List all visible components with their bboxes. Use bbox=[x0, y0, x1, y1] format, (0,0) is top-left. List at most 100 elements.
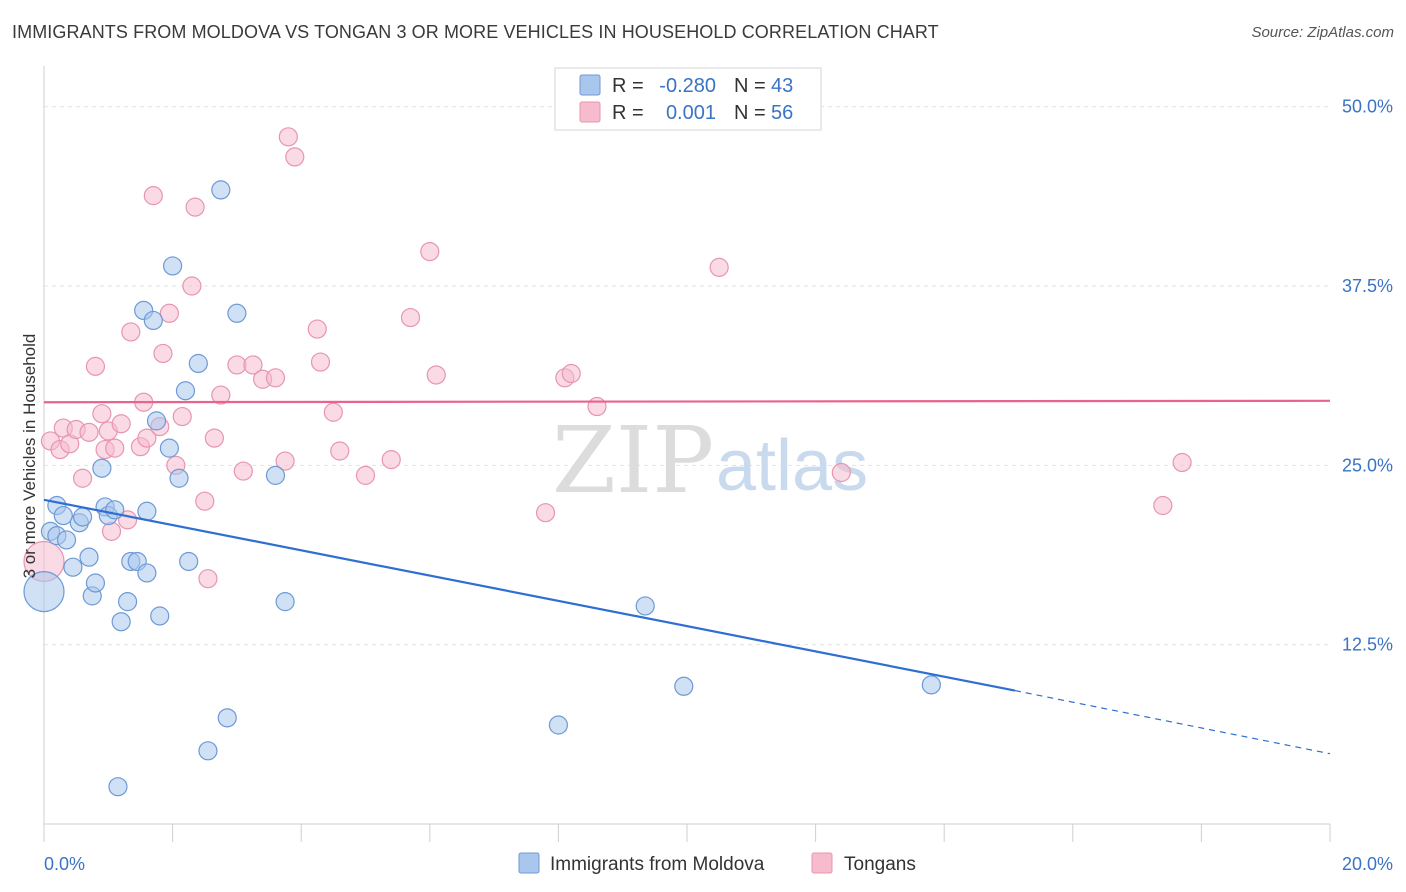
moldova-point bbox=[674, 676, 694, 696]
moldova-point bbox=[108, 777, 128, 797]
moldova-point bbox=[143, 310, 163, 331]
legend-label-moldova: Immigrants from Moldova bbox=[550, 854, 765, 875]
moldova-trend-line bbox=[43, 498, 1016, 692]
moldova-point bbox=[150, 606, 170, 626]
watermark-zip: ZIP bbox=[552, 407, 714, 514]
moldova-point bbox=[56, 530, 77, 550]
tongans-point bbox=[587, 396, 607, 417]
moldova-point bbox=[137, 501, 157, 521]
tongans-point bbox=[400, 307, 421, 328]
chart-title: IMMIGRANTS FROM MOLDOVA VS TONGAN 3 OR M… bbox=[12, 22, 939, 42]
legend-swatch-moldova bbox=[518, 852, 540, 874]
moldova-point bbox=[198, 741, 218, 761]
tongans-point bbox=[101, 521, 122, 541]
moldova-point bbox=[105, 500, 125, 520]
tongans-point bbox=[275, 451, 295, 471]
moldova-point bbox=[79, 547, 99, 567]
tongans-point bbox=[143, 186, 163, 206]
y-tick-label: 12.5% bbox=[1342, 635, 1393, 655]
moldova-point bbox=[85, 573, 106, 593]
stats-n-label: N = bbox=[734, 102, 766, 124]
legend-swatch-tongans bbox=[811, 852, 833, 874]
tongans-point bbox=[265, 368, 286, 388]
stats-box: R = -0.280 N = 43 R = 0.001 N = 56 bbox=[554, 67, 822, 131]
trend-lines bbox=[43, 399, 1331, 755]
tongans-point bbox=[185, 197, 205, 217]
chart-source: Source: ZipAtlas.com bbox=[1251, 24, 1394, 41]
tongans-point bbox=[195, 491, 215, 511]
stats-r-value: -0.280 bbox=[659, 75, 716, 97]
grid-layer bbox=[44, 106, 1330, 646]
moldova-point bbox=[163, 256, 183, 276]
moldova-point bbox=[159, 438, 179, 458]
moldova-point bbox=[137, 563, 157, 583]
tongans-point bbox=[211, 385, 231, 405]
stats-n-value: 56 bbox=[771, 102, 793, 124]
moldova-point bbox=[53, 505, 73, 526]
tick-labels: 12.5% 25.0% 37.5% 50.0% 0.0% 20.0% bbox=[44, 97, 1393, 874]
stats-r-value: 0.001 bbox=[666, 102, 716, 124]
moldova-point bbox=[265, 465, 286, 485]
moldova-point bbox=[217, 708, 237, 728]
moldova-point bbox=[23, 570, 65, 613]
tongans-point bbox=[72, 468, 93, 488]
moldova-point bbox=[63, 557, 83, 577]
moldova-point bbox=[175, 381, 196, 401]
legend: Immigrants from Moldova Tongans bbox=[518, 852, 916, 875]
tongans-point bbox=[285, 147, 305, 167]
tongans-point bbox=[323, 402, 343, 422]
moldova-point bbox=[211, 180, 231, 200]
tongans-point bbox=[198, 569, 218, 589]
y-tick-label: 50.0% bbox=[1342, 97, 1393, 117]
axis-layer bbox=[43, 66, 1331, 842]
moldova-point bbox=[72, 507, 93, 527]
x-tick-label: 20.0% bbox=[1342, 854, 1393, 874]
tongans-point bbox=[204, 428, 224, 448]
stats-n-value: 43 bbox=[771, 75, 793, 97]
tongans-point bbox=[92, 404, 112, 424]
tongans-point bbox=[561, 363, 581, 384]
x-tick-label: 0.0% bbox=[44, 854, 85, 874]
moldova-point bbox=[169, 468, 189, 488]
tongans-point bbox=[307, 319, 327, 339]
legend-label-tongans: Tongans bbox=[844, 854, 916, 875]
tongans-point bbox=[182, 276, 202, 296]
tongans-point bbox=[233, 461, 253, 481]
stats-r-label: R = bbox=[612, 75, 644, 97]
stats-swatch-moldova bbox=[579, 74, 601, 96]
moldova-point bbox=[635, 596, 655, 616]
tongans-trend-line bbox=[43, 399, 1331, 404]
tongans-point bbox=[1153, 495, 1173, 516]
tongans-point bbox=[79, 422, 99, 442]
tongans-point bbox=[159, 303, 179, 323]
stats-n-label: N = bbox=[734, 75, 766, 97]
moldova-point bbox=[117, 592, 138, 612]
moldova-trend-line-extension bbox=[1014, 689, 1331, 755]
tongans-point bbox=[153, 343, 173, 364]
tongans-point bbox=[420, 241, 440, 262]
tongans-point bbox=[355, 465, 376, 485]
moldova-point bbox=[227, 303, 247, 323]
moldova-point bbox=[548, 715, 569, 735]
tongans-point bbox=[227, 355, 247, 375]
stats-swatch-tongans bbox=[579, 101, 601, 123]
moldova-point bbox=[92, 458, 112, 478]
tongans-point bbox=[831, 462, 851, 483]
y-tick-label: 25.0% bbox=[1342, 455, 1393, 475]
tongans-point bbox=[426, 365, 446, 385]
tongans-point bbox=[105, 438, 125, 458]
watermark: ZIP atlas bbox=[552, 407, 868, 514]
tongans-point bbox=[1172, 452, 1192, 473]
moldova-point bbox=[179, 551, 199, 572]
tongans-point bbox=[85, 356, 106, 376]
y-tick-label: 37.5% bbox=[1342, 276, 1393, 296]
y-axis-label: 3 or more Vehicles in Household bbox=[20, 334, 39, 579]
moldova-point bbox=[921, 675, 941, 695]
moldova-point bbox=[275, 592, 295, 612]
tongans-point bbox=[137, 428, 157, 448]
tongans-point bbox=[709, 257, 729, 277]
moldova-point bbox=[146, 411, 167, 431]
tongans-point bbox=[535, 503, 556, 523]
tongans-point bbox=[111, 414, 131, 434]
